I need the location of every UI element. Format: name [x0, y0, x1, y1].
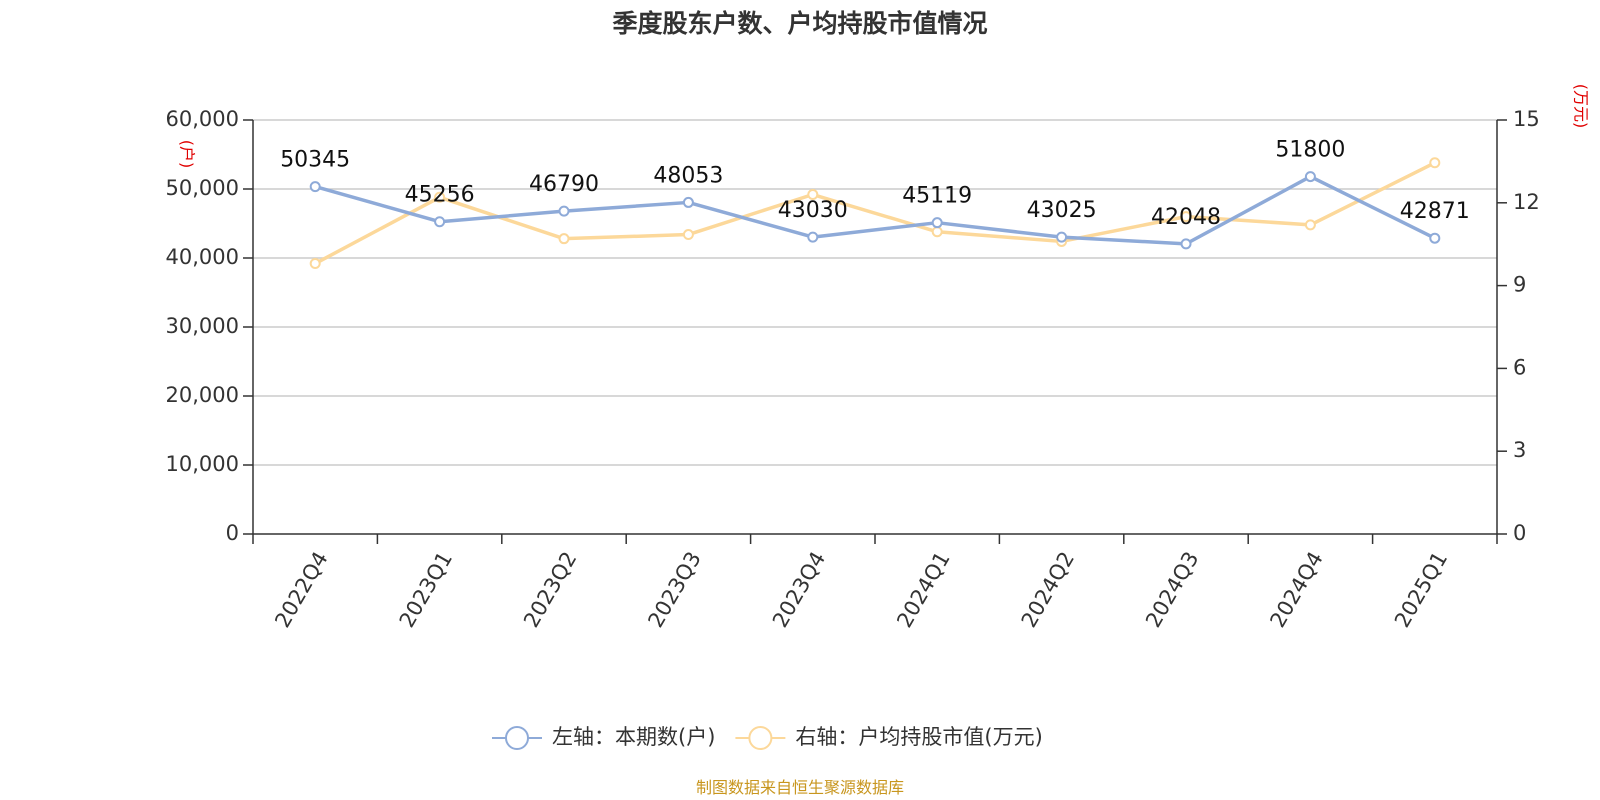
x-tick-label: 2024Q4: [1265, 548, 1327, 632]
legend-marker: [505, 726, 529, 750]
legend-label: 左轴：本期数(户): [552, 725, 715, 749]
data-label: 50345: [280, 148, 350, 173]
x-tick-label: 2025Q1: [1390, 548, 1452, 632]
data-label: 42048: [1151, 205, 1221, 230]
y-left-tick-label: 20,000: [166, 383, 239, 407]
y-left-unit: (户): [178, 140, 197, 169]
y-left-tick-label: 0: [226, 521, 239, 545]
x-tick-label: 2023Q2: [519, 548, 581, 632]
series-point-right: [434, 191, 446, 203]
y-right-tick-label: 0: [1513, 521, 1526, 545]
series-point-left: [558, 205, 570, 217]
legend-marker: [748, 726, 773, 750]
source-note: 制图数据来自恒生聚源数据库: [696, 778, 904, 797]
y-right-tick-label: 6: [1513, 355, 1526, 379]
series-group: [309, 157, 1441, 270]
y-right-tick-label: 15: [1513, 107, 1540, 131]
series-point-right: [807, 189, 819, 201]
series-point-left: [931, 217, 943, 229]
data-label: 45256: [405, 183, 475, 208]
series-point-left: [309, 181, 321, 193]
data-label: 42871: [1400, 199, 1470, 224]
x-tick-label: 2022Q4: [270, 548, 332, 632]
grid-lines: [253, 119, 1497, 466]
axes: 0 10,000 20,000 30,000 40,000 50,000 60,000 0 3 6…: [166, 107, 1540, 632]
x-tick-label: 2023Q3: [643, 548, 705, 632]
x-tick-label: 2024Q1: [892, 547, 954, 631]
data-label: 43025: [1027, 198, 1097, 223]
x-tick-label: 2023Q4: [768, 548, 830, 632]
series-point-right: [931, 226, 943, 238]
chart-title: 季度股东户数、户均持股市值情况: [612, 9, 987, 38]
y-left-tick-label: 10,000: [166, 452, 239, 476]
series-line-right: [314, 161, 1436, 266]
y-right-tick-label: 12: [1513, 190, 1540, 214]
legend: 左轴：本期数(户) 右轴：户均持股市值(万元): [492, 725, 1043, 750]
series-point-left: [434, 216, 446, 228]
data-labels: 50345 45256 46790 48053 43030 45119 43025 42048…: [280, 138, 1470, 230]
data-label: 46790: [529, 172, 599, 197]
series-point-left: [1180, 238, 1192, 250]
series-point-left: [1304, 171, 1316, 183]
series-point-left: [682, 196, 694, 208]
y-right-tick-label: 9: [1513, 273, 1526, 297]
y-right-unit: (万元): [1572, 84, 1591, 129]
series-line-left: [314, 174, 1436, 246]
series-point-right: [682, 229, 694, 241]
series-point-left: [1429, 232, 1441, 244]
series-point-right: [1304, 219, 1316, 231]
x-tick-label: 2024Q2: [1017, 548, 1079, 632]
y-left-tick-label: 60,000: [166, 107, 239, 131]
x-tick-label: 2023Q1: [395, 548, 457, 632]
series-point-right: [309, 258, 321, 270]
x-tick-label: 2024Q3: [1141, 548, 1203, 632]
data-label: 43030: [778, 198, 848, 223]
data-label: 51800: [1275, 138, 1345, 163]
data-label: 45119: [902, 184, 972, 209]
y-left-tick-label: 50,000: [166, 176, 239, 200]
data-label: 48053: [653, 163, 723, 188]
series-point-right: [1429, 157, 1441, 169]
series-point-right: [558, 233, 570, 245]
series-point-left: [807, 231, 819, 243]
legend-label: 右轴：户均持股市值(万元): [795, 725, 1042, 749]
series-point-left: [1056, 231, 1068, 243]
series-point-right: [1180, 211, 1192, 223]
y-left-tick-label: 40,000: [166, 245, 239, 269]
y-right-tick-label: 3: [1513, 438, 1526, 462]
y-left-tick-label: 30,000: [166, 314, 239, 338]
